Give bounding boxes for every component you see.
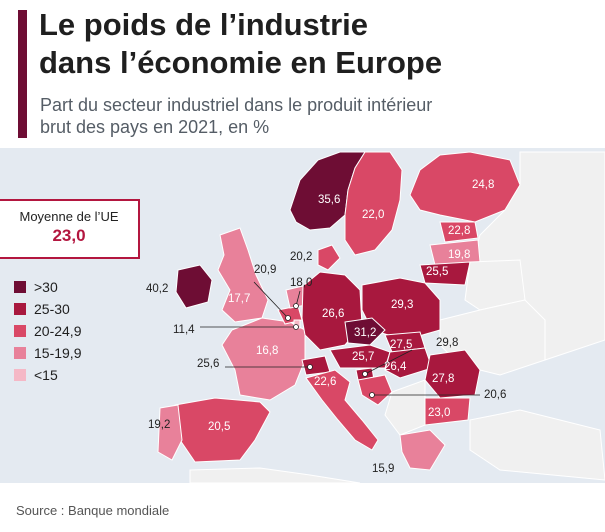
label-romania: 27,8 [432, 373, 454, 385]
label-estonia: 22,8 [448, 225, 470, 237]
country-spain [174, 397, 271, 463]
legend-label: >30 [34, 279, 58, 295]
footer: Source : Banque mondiale [0, 483, 605, 532]
legend-swatch [14, 281, 26, 293]
country-africa [189, 467, 361, 484]
country-estonia [439, 221, 479, 243]
label-denmark: 20,2 [290, 251, 312, 263]
country-greece [399, 429, 446, 471]
title-line-1: Le poids de l’industrie [39, 7, 368, 42]
title-accent-bar [18, 10, 27, 138]
label-italy: 22,6 [314, 376, 336, 388]
country-croatia [357, 374, 393, 406]
eu-average-box: Moyenne de l’UE 23,0 [0, 199, 140, 259]
label-croatia: 20,6 [484, 389, 506, 401]
legend-swatch [14, 303, 26, 315]
legend-item: 25-30 [14, 298, 81, 320]
legend-item: <15 [14, 364, 81, 386]
label-slovenia: 29,8 [436, 337, 458, 349]
label-greece: 15,9 [372, 463, 394, 475]
page-title: Le poids de l’industrie dans l’économie … [39, 6, 599, 82]
country-uk [217, 227, 269, 323]
legend-item: 15-19,9 [14, 342, 81, 364]
label-portugal: 19,2 [148, 419, 170, 431]
country-czechia [344, 317, 386, 346]
label-netherlands: 18,0 [290, 277, 312, 289]
country-lithuania [419, 261, 471, 286]
country-turkey [469, 409, 605, 481]
legend-label: 20-24,9 [34, 323, 82, 339]
country-portugal [157, 404, 183, 461]
country-poland [361, 277, 441, 341]
label-bulgaria: 23,0 [428, 407, 450, 419]
label-luxembourg: 11,4 [173, 324, 195, 336]
label-spain: 20,5 [208, 421, 230, 433]
legend: >30 25-30 20-24,9 15-19,9 <15 [14, 276, 81, 386]
label-finland: 24,8 [472, 179, 494, 191]
legend-swatch [14, 325, 26, 337]
subtitle: Part du secteur industriel dans le produ… [40, 94, 590, 138]
legend-item: 20-24,9 [14, 320, 81, 342]
title-line-2: dans l’économie en Europe [39, 45, 443, 80]
label-uk: 17,7 [228, 293, 250, 305]
legend-swatch [14, 347, 26, 359]
label-belgium: 20,9 [254, 264, 276, 276]
legend-swatch [14, 369, 26, 381]
value-labels: 35,6 22,0 24,8 22,8 19,8 25,5 20,2 40,2 … [146, 179, 506, 475]
label-norway: 35,6 [318, 194, 340, 206]
label-lithuania: 25,5 [426, 266, 448, 278]
label-poland: 29,3 [391, 299, 413, 311]
label-austria: 25,7 [352, 351, 374, 363]
label-slovakia: 27,5 [390, 339, 412, 351]
country-hungary [384, 347, 433, 379]
label-czechia: 31,2 [354, 327, 376, 339]
country-italy [305, 369, 379, 451]
label-france: 16,8 [256, 345, 278, 357]
legend-item: >30 [14, 276, 81, 298]
country-sweden [344, 151, 403, 256]
legend-label: 25-30 [34, 301, 70, 317]
label-sweden: 22,0 [362, 209, 384, 221]
label-ireland: 40,2 [146, 283, 168, 295]
country-ireland [175, 264, 213, 309]
legend-label: 15-19,9 [34, 345, 82, 361]
label-hungary: 26,4 [384, 361, 407, 373]
eu-average-value: 23,0 [52, 226, 86, 245]
source-text: Source : Banque mondiale [16, 503, 170, 518]
subtitle-line-1: Part du secteur industriel dans le produ… [40, 95, 433, 115]
leader-lines [200, 281, 480, 396]
legend-label: <15 [34, 367, 58, 383]
country-france [221, 317, 306, 401]
label-latvia: 19,8 [448, 249, 470, 261]
label-germany: 26,6 [322, 308, 344, 320]
country-balkans-other [384, 379, 426, 436]
leader-dots [285, 303, 375, 398]
country-denmark [317, 244, 341, 271]
eu-average-label: Moyenne de l’UE [19, 209, 119, 224]
subtitle-line-2: brut des pays en 2021, en % [40, 117, 270, 137]
label-switzerland: 25,6 [197, 358, 219, 370]
